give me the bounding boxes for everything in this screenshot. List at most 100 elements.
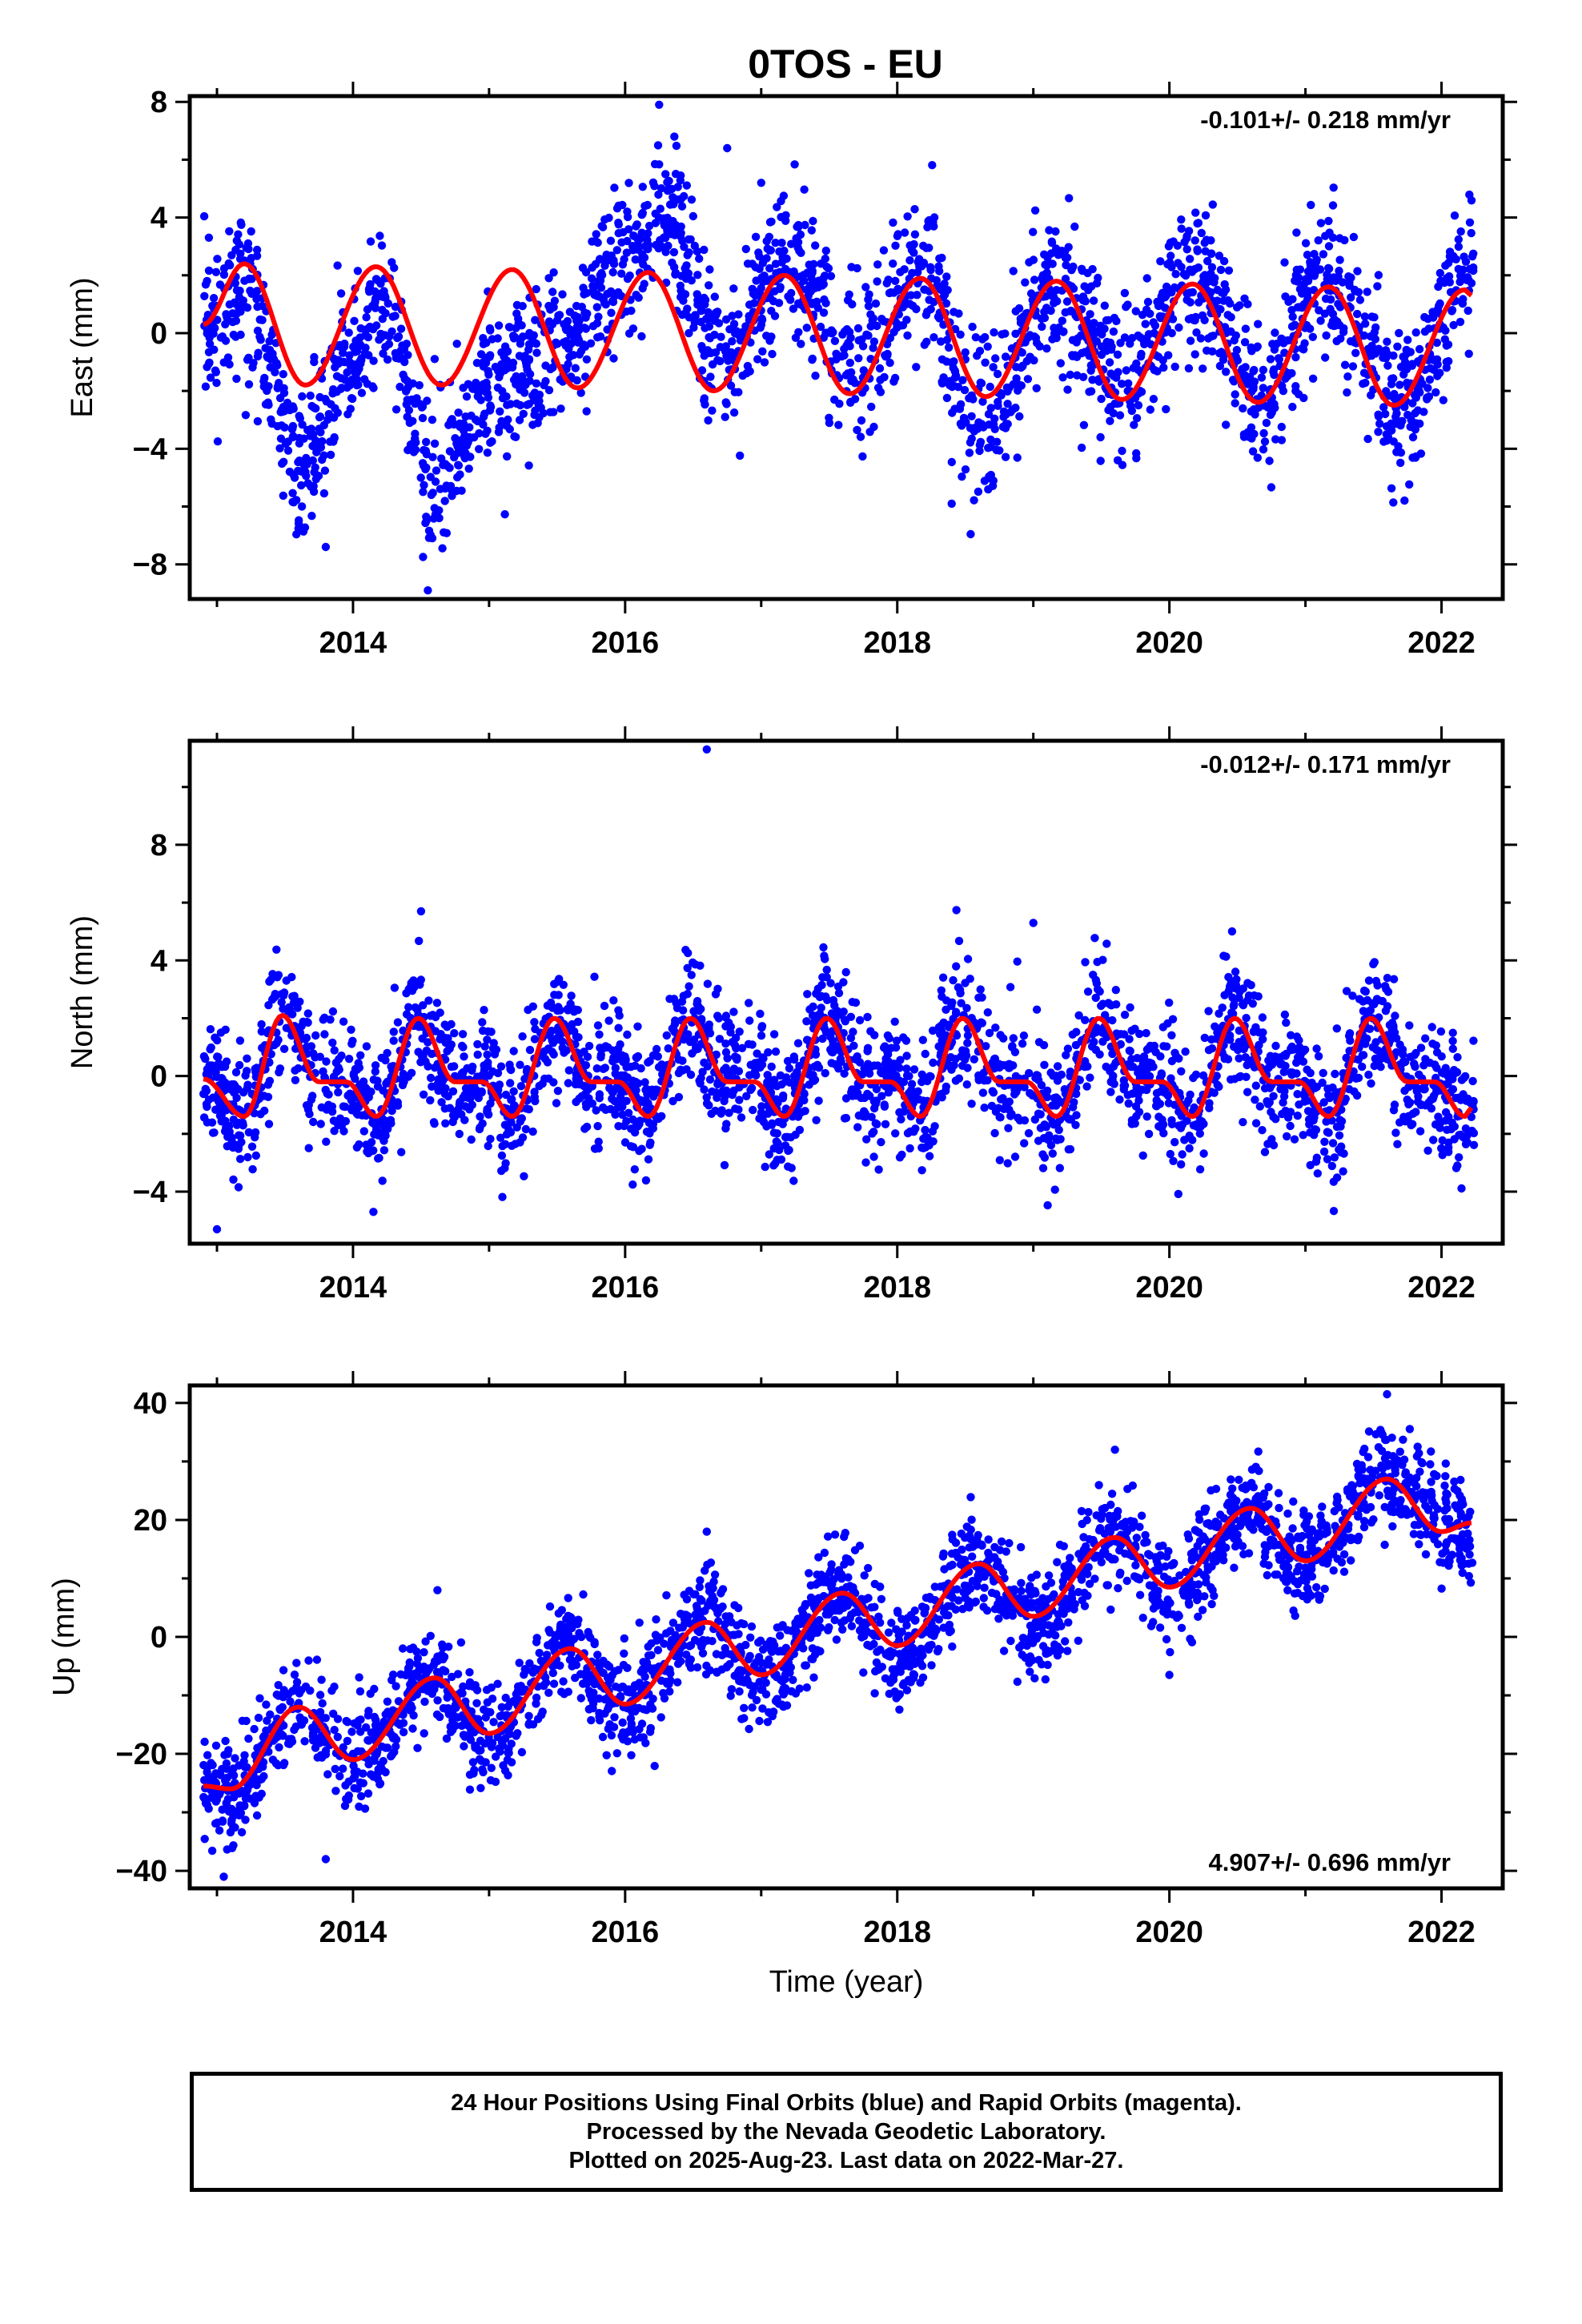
data-point — [869, 422, 878, 432]
data-point — [1320, 1137, 1329, 1147]
data-point — [1276, 1084, 1285, 1094]
data-point — [840, 351, 849, 360]
data-point — [1339, 328, 1348, 336]
data-point — [616, 1092, 625, 1101]
data-point — [942, 393, 952, 403]
data-point — [378, 315, 387, 324]
data-point — [582, 355, 592, 364]
data-point — [1143, 297, 1153, 307]
data-point — [902, 1064, 911, 1073]
data-point — [1391, 1011, 1399, 1020]
data-point — [1348, 991, 1357, 1000]
data-point — [1226, 1031, 1235, 1040]
data-point — [890, 1017, 899, 1027]
data-point — [1109, 327, 1118, 336]
data-point — [458, 1030, 468, 1039]
data-point — [472, 378, 480, 388]
data-point — [1204, 1007, 1213, 1015]
data-point — [363, 324, 371, 334]
data-point — [319, 451, 328, 460]
data-point — [339, 1127, 348, 1136]
data-point — [627, 306, 636, 316]
data-point — [600, 299, 609, 308]
data-point — [1449, 1066, 1459, 1075]
data-point — [729, 1007, 738, 1016]
data-point — [564, 1079, 572, 1088]
data-point — [389, 1036, 398, 1045]
data-point — [1236, 1043, 1245, 1051]
data-point — [1032, 384, 1041, 392]
data-point — [1162, 292, 1170, 300]
data-point — [617, 269, 626, 278]
data-point — [1184, 315, 1194, 324]
data-point — [1142, 334, 1151, 343]
data-point — [315, 412, 324, 422]
data-point — [710, 316, 719, 325]
data-point — [1055, 1164, 1065, 1172]
data-point — [1375, 419, 1384, 428]
data-point — [817, 980, 826, 990]
data-point — [1291, 382, 1300, 391]
data-point — [654, 213, 664, 222]
data-point — [640, 1078, 649, 1087]
data-point — [595, 1030, 604, 1039]
data-point — [475, 444, 484, 453]
data-point — [235, 1155, 245, 1164]
data-point — [1068, 351, 1077, 360]
data-point — [385, 332, 394, 341]
data-point — [530, 410, 539, 420]
data-point — [1454, 235, 1464, 244]
data-point — [299, 434, 308, 443]
data-point — [567, 372, 576, 381]
data-point — [706, 372, 715, 381]
data-point — [1158, 356, 1167, 364]
data-point — [1142, 274, 1151, 283]
data-point — [1050, 299, 1058, 308]
data-point — [438, 544, 447, 553]
data-point — [1127, 406, 1137, 416]
data-point — [1279, 1092, 1289, 1101]
data-point — [1235, 987, 1244, 996]
data-point — [593, 333, 602, 342]
data-point — [475, 1124, 484, 1134]
data-point — [961, 979, 970, 987]
data-point — [962, 1047, 970, 1055]
data-point — [770, 1076, 779, 1084]
data-point — [1255, 1028, 1263, 1037]
data-point — [808, 298, 817, 308]
data-point — [1034, 1038, 1044, 1047]
data-point — [1452, 1093, 1460, 1103]
data-point — [1048, 1101, 1057, 1110]
data-point — [987, 474, 996, 484]
data-point — [916, 1116, 925, 1125]
data-point — [1456, 317, 1465, 327]
data-point — [1001, 452, 1010, 461]
data-point — [339, 1017, 348, 1026]
data-point — [1277, 422, 1287, 432]
data-point — [1083, 987, 1093, 996]
data-point — [635, 1120, 644, 1128]
data-point — [1118, 446, 1126, 456]
data-point — [1424, 392, 1434, 401]
data-point — [1379, 403, 1388, 412]
data-point — [1009, 267, 1018, 275]
data-point — [1170, 1100, 1179, 1109]
data-point — [748, 1040, 757, 1049]
data-point — [962, 1003, 971, 1013]
data-point — [1097, 394, 1106, 404]
data-point — [1207, 249, 1216, 258]
data-point — [1324, 216, 1333, 226]
data-point — [1227, 927, 1237, 936]
data-point — [986, 404, 996, 412]
data-point — [1004, 1124, 1013, 1132]
data-point — [616, 1100, 625, 1108]
data-point — [1339, 1167, 1347, 1176]
data-point — [265, 1076, 275, 1086]
data-point — [254, 348, 263, 357]
data-point — [255, 316, 264, 324]
data-point — [716, 356, 725, 366]
data-point — [432, 999, 442, 1007]
data-point — [787, 239, 796, 248]
data-point — [1335, 1131, 1344, 1140]
data-point — [564, 1066, 573, 1075]
